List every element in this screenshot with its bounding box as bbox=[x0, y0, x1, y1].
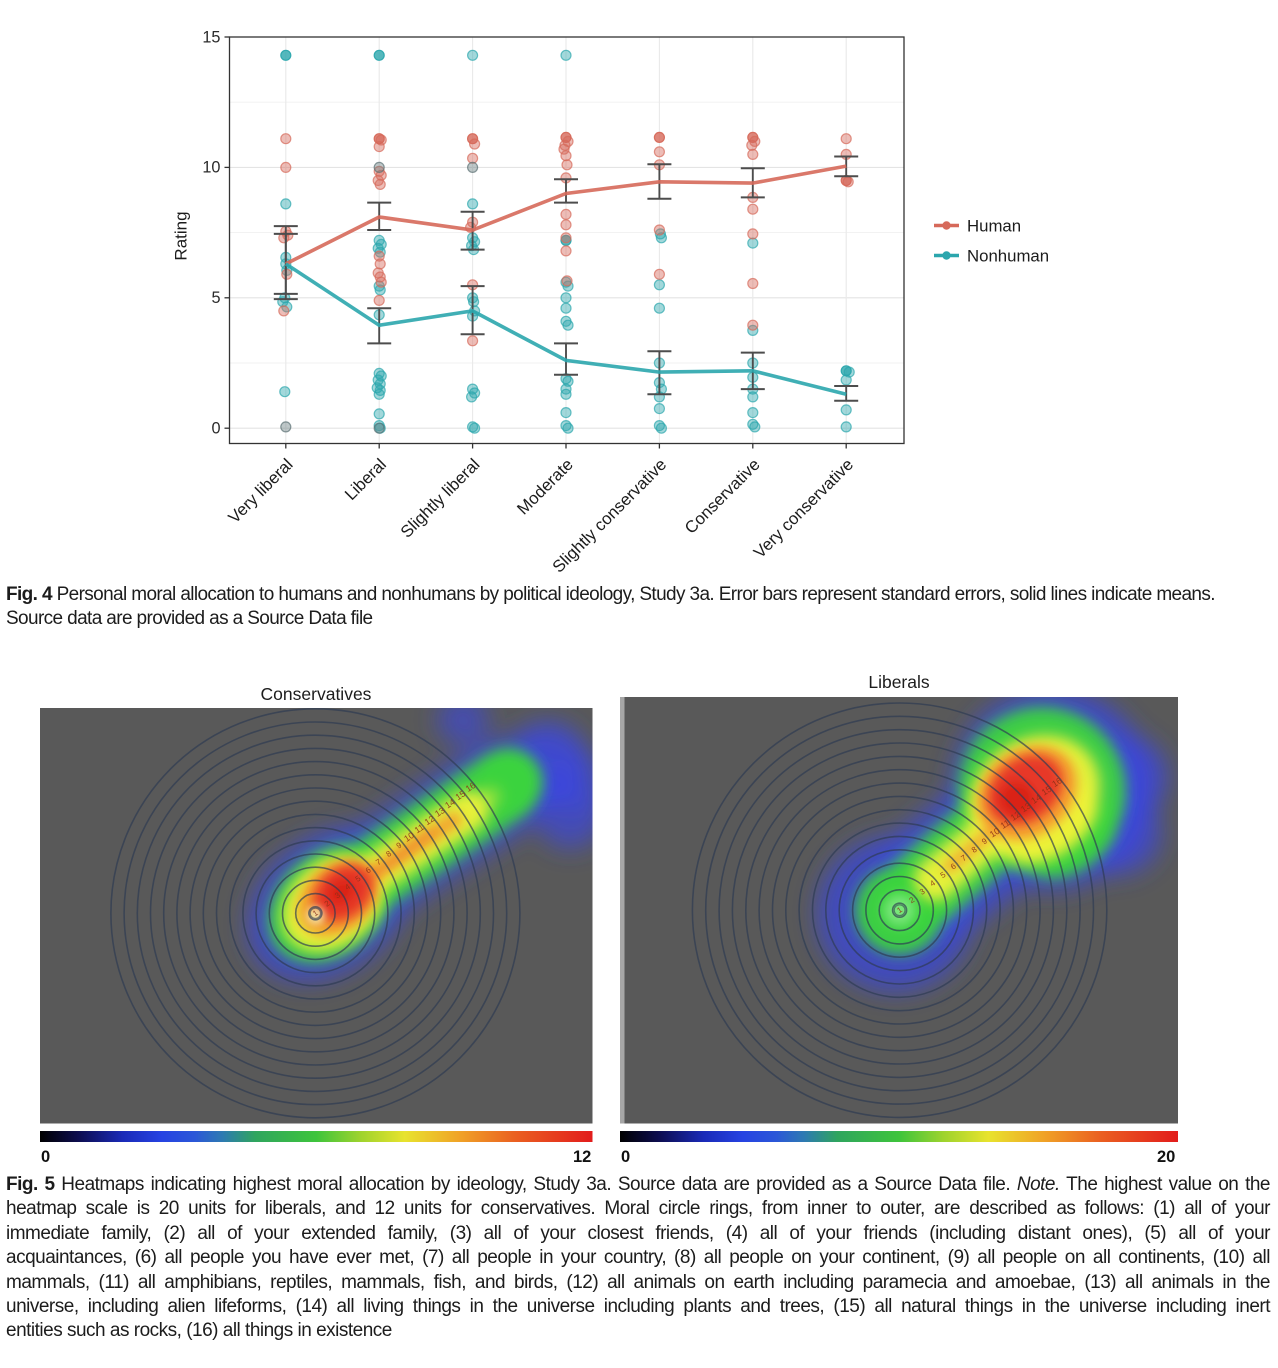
svg-text:Very conservative: Very conservative bbox=[750, 455, 857, 562]
svg-text:Rating: Rating bbox=[172, 211, 191, 260]
svg-text:12: 12 bbox=[423, 813, 437, 827]
svg-text:12: 12 bbox=[1008, 809, 1022, 823]
svg-text:15: 15 bbox=[202, 28, 220, 46]
svg-text:9: 9 bbox=[980, 836, 989, 846]
svg-text:10: 10 bbox=[202, 159, 220, 177]
svg-text:6: 6 bbox=[949, 861, 958, 871]
svg-text:10: 10 bbox=[987, 826, 1001, 840]
svg-text:Human: Human bbox=[967, 217, 1021, 236]
svg-text:2: 2 bbox=[907, 895, 916, 905]
svg-text:14: 14 bbox=[1029, 792, 1043, 806]
svg-text:4: 4 bbox=[928, 878, 937, 888]
svg-text:7: 7 bbox=[374, 857, 383, 867]
svg-text:1: 1 bbox=[311, 908, 320, 918]
svg-text:5: 5 bbox=[938, 870, 947, 880]
svg-text:8: 8 bbox=[384, 849, 393, 859]
svg-text:0: 0 bbox=[211, 420, 220, 438]
svg-text:13: 13 bbox=[433, 805, 447, 819]
svg-text:13: 13 bbox=[1018, 800, 1032, 814]
svg-text:Conservative: Conservative bbox=[681, 455, 764, 538]
svg-text:16: 16 bbox=[1050, 775, 1064, 789]
svg-text:14: 14 bbox=[443, 797, 457, 811]
svg-text:10: 10 bbox=[402, 830, 416, 844]
svg-text:5: 5 bbox=[211, 289, 220, 307]
svg-text:Slightly liberal: Slightly liberal bbox=[397, 455, 484, 542]
svg-text:1: 1 bbox=[895, 905, 904, 915]
svg-text:15: 15 bbox=[1039, 784, 1053, 798]
svg-text:4: 4 bbox=[343, 882, 352, 892]
svg-text:2: 2 bbox=[323, 898, 332, 908]
svg-text:15: 15 bbox=[453, 788, 467, 802]
svg-text:Nonhuman: Nonhuman bbox=[967, 247, 1049, 266]
svg-text:3: 3 bbox=[333, 890, 342, 900]
svg-text:7: 7 bbox=[959, 853, 968, 863]
svg-text:16: 16 bbox=[464, 780, 478, 794]
svg-text:Very liberal: Very liberal bbox=[224, 455, 296, 527]
svg-text:Liberal: Liberal bbox=[341, 455, 390, 504]
svg-text:6: 6 bbox=[364, 865, 373, 875]
svg-text:5: 5 bbox=[354, 874, 363, 884]
svg-text:Moderate: Moderate bbox=[513, 455, 577, 519]
svg-text:9: 9 bbox=[395, 840, 404, 850]
svg-text:8: 8 bbox=[969, 845, 978, 855]
svg-text:3: 3 bbox=[917, 887, 926, 897]
